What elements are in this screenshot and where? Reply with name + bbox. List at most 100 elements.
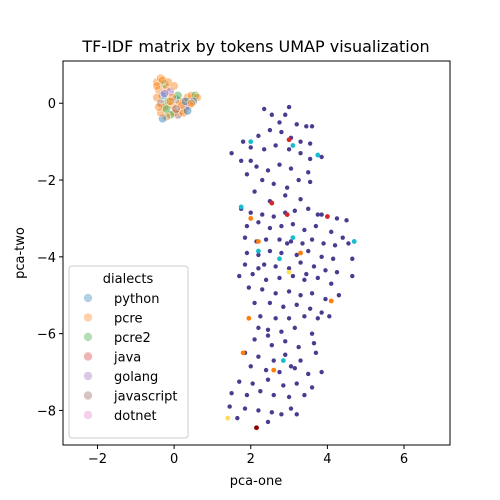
scatter-point (256, 220, 261, 225)
scatter-point (315, 316, 321, 321)
scatter-point (292, 366, 298, 371)
scatter-point (277, 369, 282, 375)
y-tick-label: −2 (37, 174, 56, 189)
scatter-point-highlight (328, 298, 334, 304)
scatter-point (298, 358, 303, 363)
scatter-point (313, 223, 319, 229)
scatter-point-highlight (290, 235, 296, 241)
scatter-point (271, 358, 276, 363)
scatter-point (286, 147, 292, 152)
scatter-point (330, 256, 336, 261)
scatter-point (319, 369, 324, 375)
scatter-point (186, 98, 196, 108)
legend-marker (83, 352, 93, 361)
scatter-point (286, 104, 292, 110)
scatter-point (271, 392, 276, 398)
scatter-point (309, 124, 315, 129)
legend-label: golang (114, 370, 158, 385)
scatter-point (160, 89, 169, 99)
legend-marker (83, 332, 93, 342)
scatter-point (298, 293, 303, 298)
scatter-point (273, 143, 278, 148)
legend-label: javascript (113, 390, 177, 405)
scatter-point (263, 237, 269, 242)
scatter-point (283, 193, 288, 198)
scatter-point (277, 275, 282, 281)
scatter-point (319, 310, 324, 315)
scatter-point (281, 383, 286, 388)
scatter-point (302, 314, 307, 319)
scatter-point (319, 154, 324, 160)
scatter-point (311, 341, 317, 346)
scatter-point (244, 250, 250, 256)
scatter-point (158, 75, 168, 85)
scatter-point (252, 189, 257, 194)
scatter-point (309, 331, 315, 336)
scatter-point-highlight (256, 248, 261, 254)
scatter-point (298, 260, 303, 265)
scatter-point-highlight (280, 358, 286, 363)
scatter-point (244, 392, 250, 398)
scatter-point (288, 364, 294, 369)
scatter-point (248, 210, 253, 215)
scatter-point (162, 83, 171, 93)
scatter-point (279, 412, 284, 417)
legend-marker (83, 293, 93, 303)
scatter-point (306, 206, 311, 212)
legend: dialects python pcre pcre2 java golang javasc… (68, 265, 189, 439)
legend-marker (83, 391, 93, 400)
scatter-point (279, 329, 284, 334)
scatter-point (254, 164, 259, 169)
scatter-point (296, 344, 301, 350)
scatter-point (329, 229, 334, 235)
scatter-point (183, 106, 192, 116)
scatter-point-highlight (284, 212, 290, 218)
scatter-point (269, 410, 275, 415)
y-axis-label: pca-two (13, 227, 28, 279)
scatter-point (288, 166, 294, 171)
scatter-point (307, 156, 313, 162)
scatter-point (269, 342, 275, 348)
scatter-point-highlight (271, 367, 277, 373)
scatter-point (304, 124, 309, 129)
scatter-point (284, 241, 290, 246)
scatter-point (346, 241, 351, 246)
scatter-point (298, 197, 303, 202)
scatter-point (334, 270, 340, 275)
scatter-point (311, 264, 317, 269)
scatter-point (334, 216, 340, 221)
scatter-point (235, 415, 240, 421)
scatter-point (321, 241, 326, 246)
scatter-point (302, 227, 307, 233)
scatter-point (298, 139, 303, 144)
scatter-point (186, 91, 196, 101)
scatter-point-highlight (254, 425, 259, 431)
legend-marker (83, 410, 93, 420)
scatter-point (263, 367, 269, 373)
scatter-point (256, 266, 261, 271)
scatter-point (273, 264, 278, 269)
scatter-point (336, 293, 342, 298)
scatter-point (256, 354, 261, 359)
scatter-point (260, 177, 265, 183)
scatter-point (319, 254, 324, 260)
legend-marker (83, 371, 93, 381)
scatter-point (307, 141, 313, 146)
scatter-point (267, 225, 273, 231)
scatter-point (294, 412, 299, 417)
legend-label: python (114, 292, 159, 307)
scatter-point (248, 158, 253, 164)
scatter-point (306, 371, 311, 377)
legend-label: dotnet (114, 409, 157, 424)
scatter-point (350, 256, 355, 261)
scatter-point (261, 147, 267, 152)
points-layer (152, 73, 357, 431)
chart-title: TF-IDF matrix by tokens UMAP visualizati… (81, 37, 429, 56)
scatter-point (265, 419, 271, 425)
scatter-point (309, 385, 315, 390)
scatter-point-highlight (324, 214, 330, 219)
x-axis-label: pca-one (230, 474, 283, 489)
ticks-layer: −2 0 2 4 6 0 −2 −4 −6 −8 (37, 97, 408, 467)
scatter-point (237, 273, 242, 279)
